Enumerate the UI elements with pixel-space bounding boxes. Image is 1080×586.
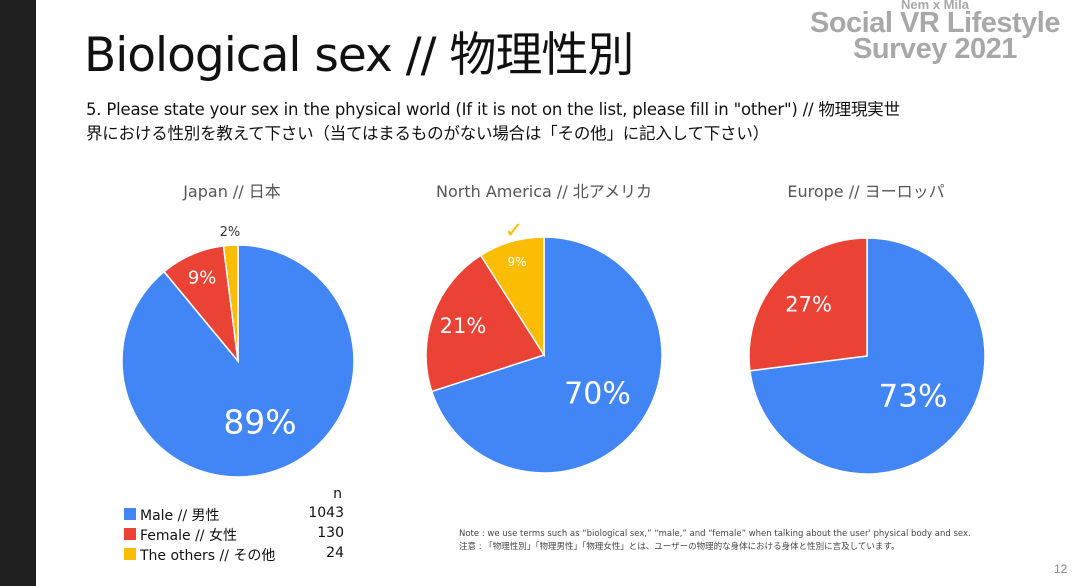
left-sidebar-bar xyxy=(0,0,36,586)
data-label-north-america-female: 21% xyxy=(440,314,487,338)
brand-line-3: Survey 2021 xyxy=(853,33,1017,65)
chart-title-europe: Europe // ヨーロッパ xyxy=(787,182,945,201)
slide-title: Biological sex // 物理性別 xyxy=(84,28,634,83)
data-label-europe-male: 73% xyxy=(879,379,948,415)
data-label-europe-female: 27% xyxy=(785,293,832,317)
legend-swatch-others xyxy=(124,548,136,560)
terminology-note: Note : we use terms such as “biological … xyxy=(459,528,971,554)
legend-n-female: 130 xyxy=(317,525,344,541)
question-line-1: 5. Please state your sex in the physical… xyxy=(86,100,900,119)
legend-item-others: The others // その他 24 xyxy=(124,545,344,564)
legend-item-male: Male // 男性 1043 xyxy=(124,505,344,524)
pie-europe: 73% 27% xyxy=(748,237,986,475)
survey-question: 5. Please state your sex in the physical… xyxy=(86,98,1016,146)
legend-swatch-male xyxy=(124,508,136,520)
legend-n-others: 24 xyxy=(326,545,344,561)
note-line-ja: 注意 : 「物理性別」「物理男性」「物理女性」とは、ユーザーの物理的な身体におけ… xyxy=(459,542,900,552)
page-number: 12 xyxy=(1054,562,1068,576)
legend-label-male: Male // 男性 xyxy=(140,508,220,524)
data-label-japan-male: 89% xyxy=(223,403,296,442)
data-label-japan-female: 9% xyxy=(188,268,217,289)
pie-slice-north-america-female xyxy=(425,254,546,393)
pie-japan: 89% 9% 2% xyxy=(121,225,355,478)
pie-slice-japan-others xyxy=(222,244,239,362)
question-line-2: 界における性別を教えて下さい（当てはまるものがない場合は「その他」に記入して下さ… xyxy=(86,124,769,143)
data-label-japan-others: 2% xyxy=(220,225,241,240)
data-label-north-america-male: 70% xyxy=(564,376,631,411)
pie-slice-north-america-others xyxy=(479,236,545,358)
pie-slice-north-america-male xyxy=(430,236,663,474)
data-label-north-america-others: 9% xyxy=(507,255,526,269)
survey-brand-logo: Nem x Mila Social VR Lifestyle Survey 20… xyxy=(800,0,1070,64)
legend-item-female: Female // 女性 130 xyxy=(124,525,344,544)
pie-slice-europe-female xyxy=(748,237,868,372)
legend-n-male: 1043 xyxy=(308,505,344,521)
note-line-en: Note : we use terms such as “biological … xyxy=(459,529,971,539)
legend-n-header: n xyxy=(333,486,342,502)
legend-label-female: Female // 女性 xyxy=(140,528,237,544)
chart-title-japan: Japan // 日本 xyxy=(183,182,281,201)
legend-swatch-female xyxy=(124,528,136,540)
chart-title-north-america: North America // 北アメリカ xyxy=(436,182,652,201)
brand-line-1: Nem x Mila xyxy=(901,0,969,12)
legend-label-others: The others // その他 xyxy=(140,548,276,564)
checkmark-icon: ✓ xyxy=(505,219,523,244)
pie-north-america: 70% 21% 9% xyxy=(425,236,663,474)
brand-line-2: Social VR Lifestyle xyxy=(810,7,1061,39)
